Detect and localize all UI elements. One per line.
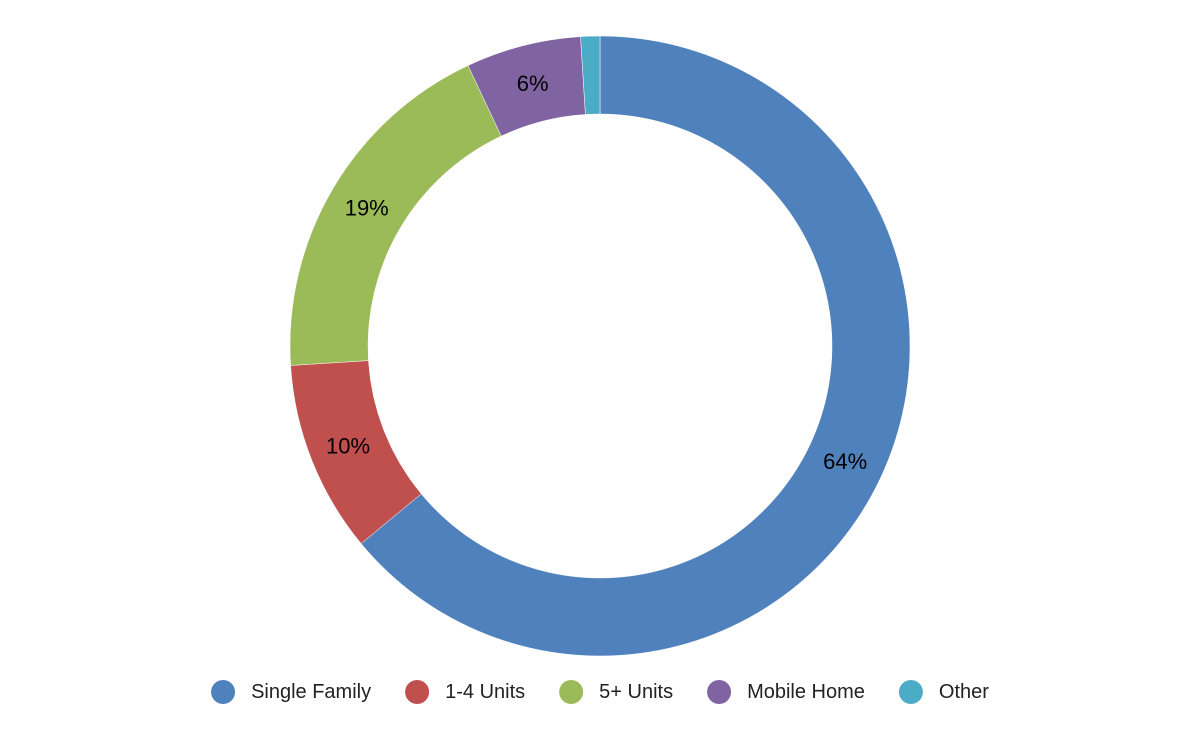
legend-label-mobile-home: Mobile Home: [747, 681, 865, 703]
legend-marker-other: [898, 680, 923, 704]
legend-item-other[interactable]: Other: [898, 680, 989, 704]
legend-marker-single-family: [211, 680, 236, 704]
data-label-5-units: 19%: [345, 196, 389, 221]
data-labels: 64% 10% 19% 6%: [326, 71, 867, 474]
legend-marker-5-units: [559, 680, 584, 704]
donut-slices: [289, 35, 911, 657]
slice-single-family[interactable]: [360, 35, 911, 657]
data-label-1-4-units: 10%: [326, 433, 370, 458]
data-label-mobile-home: 6%: [517, 71, 549, 96]
legend-marker-mobile-home: [707, 680, 732, 704]
slice-other[interactable]: [580, 35, 601, 115]
legend-label-single-family: Single Family: [251, 681, 371, 703]
legend-label-1-4-units: 1-4 Units: [445, 681, 525, 703]
legend-marker-1-4-units: [405, 680, 430, 704]
data-label-single-family: 64%: [823, 449, 867, 474]
legend-item-mobile-home[interactable]: Mobile Home: [707, 680, 865, 704]
legend-item-5-units[interactable]: 5+ Units: [559, 680, 673, 704]
slice-5-units[interactable]: [289, 65, 502, 366]
legend-label-other: Other: [939, 681, 989, 703]
legend-label-5-units: 5+ Units: [599, 681, 673, 703]
legend-item-1-4-units[interactable]: 1-4 Units: [405, 680, 525, 704]
legend-item-single-family[interactable]: Single Family: [211, 680, 371, 704]
legend: Single Family 1-4 Units 5+ Units Mobile Hom…: [211, 680, 989, 704]
